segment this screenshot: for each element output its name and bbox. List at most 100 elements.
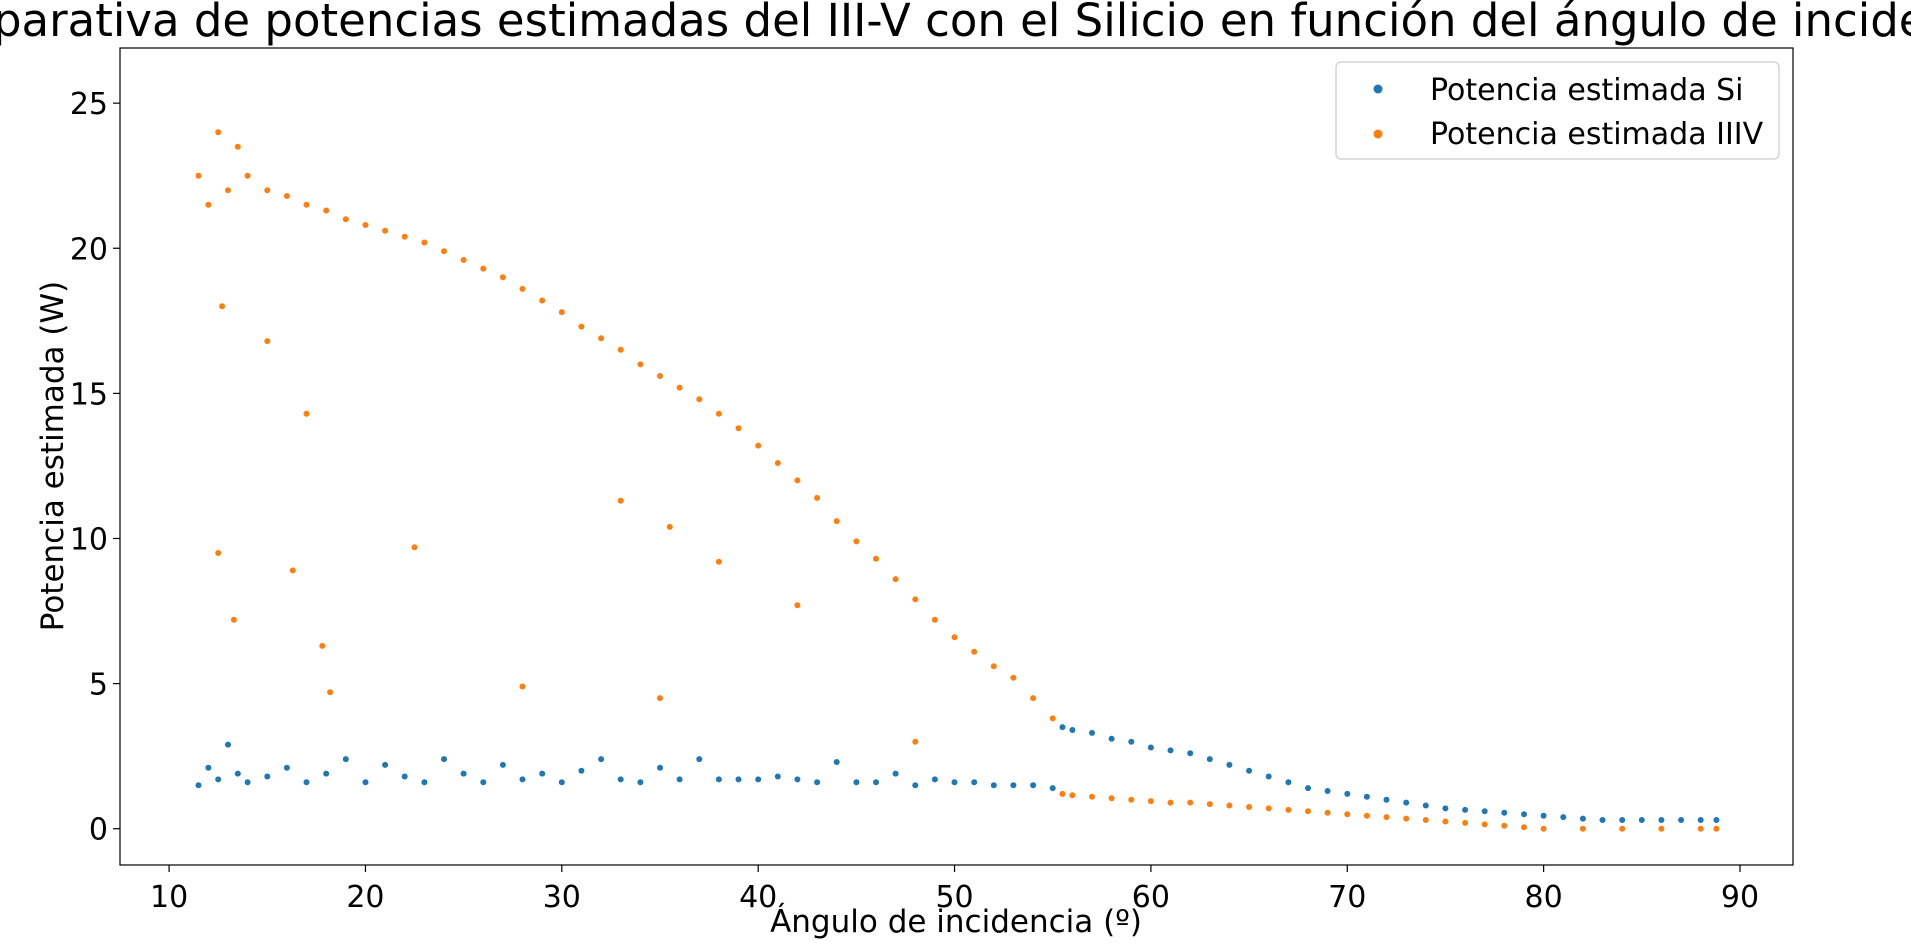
data-point [234,770,241,777]
data-point [1619,825,1626,832]
data-point [833,759,840,765]
x-tick-label: 80 [1525,880,1563,915]
data-point [1049,715,1056,722]
data-point [715,558,722,565]
data-point [1462,819,1469,826]
data-point [1442,818,1449,825]
data-point [1246,767,1253,774]
data-point [1206,801,1213,808]
data-point [657,764,663,771]
data-point [1501,822,1508,829]
data-point [195,782,202,789]
data-point [990,663,997,670]
data-point [951,634,958,641]
data-point [519,285,526,292]
data-point [205,764,212,771]
data-point [1167,747,1174,754]
data-point [735,776,742,783]
data-point [362,222,369,228]
legend-label-si: Potencia estimada Si [1430,73,1744,108]
data-point [833,518,840,525]
data-point [1246,804,1253,810]
data-point [1638,817,1645,823]
data-point [1089,793,1095,800]
series-iiiv [195,129,1720,832]
data-point [1658,825,1665,832]
data-point [794,776,801,783]
data-point [715,410,722,417]
data-point [578,323,585,330]
data-point [1560,814,1567,821]
data-point [1579,825,1586,832]
data-point [215,776,222,783]
data-point [1069,727,1076,733]
data-point [931,616,938,623]
legend-marker-si [1373,84,1383,94]
data-point [1265,773,1272,780]
data-point [1697,817,1704,823]
data-point [794,477,801,484]
data-point [1481,808,1488,815]
y-tick-label: 0 [89,813,108,848]
data-point [1285,806,1292,813]
data-point [1619,817,1626,823]
data-point [1285,779,1292,786]
data-point [814,779,821,786]
data-point [1089,729,1095,736]
data-point [401,773,408,780]
data-point [1403,815,1410,822]
data-point [873,779,879,786]
data-point [1697,825,1704,832]
y-tick-label: 20 [70,232,108,267]
data-point [1010,674,1017,681]
data-point [1128,738,1135,745]
data-point [873,555,879,562]
data-point [755,776,762,783]
data-point [480,779,487,786]
series-si [195,724,1720,823]
data-point [951,779,958,786]
data-point [1383,814,1390,821]
data-point [1324,788,1331,794]
y-tick-label: 5 [89,668,108,703]
data-point [1206,756,1213,763]
data-point [1521,811,1527,818]
data-point [1422,817,1429,823]
data-point [283,764,290,771]
data-point [1678,817,1685,823]
data-point [215,129,222,136]
data-point [1167,799,1174,806]
data-point [1403,799,1410,806]
x-tick-label: 20 [346,880,384,915]
data-point [657,373,663,379]
data-point [617,776,624,783]
data-point [244,779,251,786]
data-point [244,172,251,179]
data-point [755,442,762,449]
data-point [421,239,428,246]
data-point [1049,785,1056,792]
data-point [441,248,447,255]
legend-box [1335,61,1780,160]
data-point [460,256,467,263]
data-point [1658,817,1665,823]
data-point [401,233,408,240]
data-point [225,741,231,748]
data-point [1265,805,1272,812]
data-point [814,494,821,501]
legend: Potencia estimada Si Potencia estimada I… [1335,61,1780,160]
data-point [219,303,226,310]
data-point [774,460,781,466]
data-point [539,770,546,777]
data-point [617,497,624,504]
data-point [327,689,334,696]
data-point [480,265,487,272]
data-point [323,770,330,777]
data-point [1226,761,1233,768]
data-point [1540,825,1547,832]
data-point [1108,735,1115,742]
data-point [912,738,919,745]
data-point [1599,817,1606,823]
data-point [264,773,271,780]
data-point [303,410,310,417]
